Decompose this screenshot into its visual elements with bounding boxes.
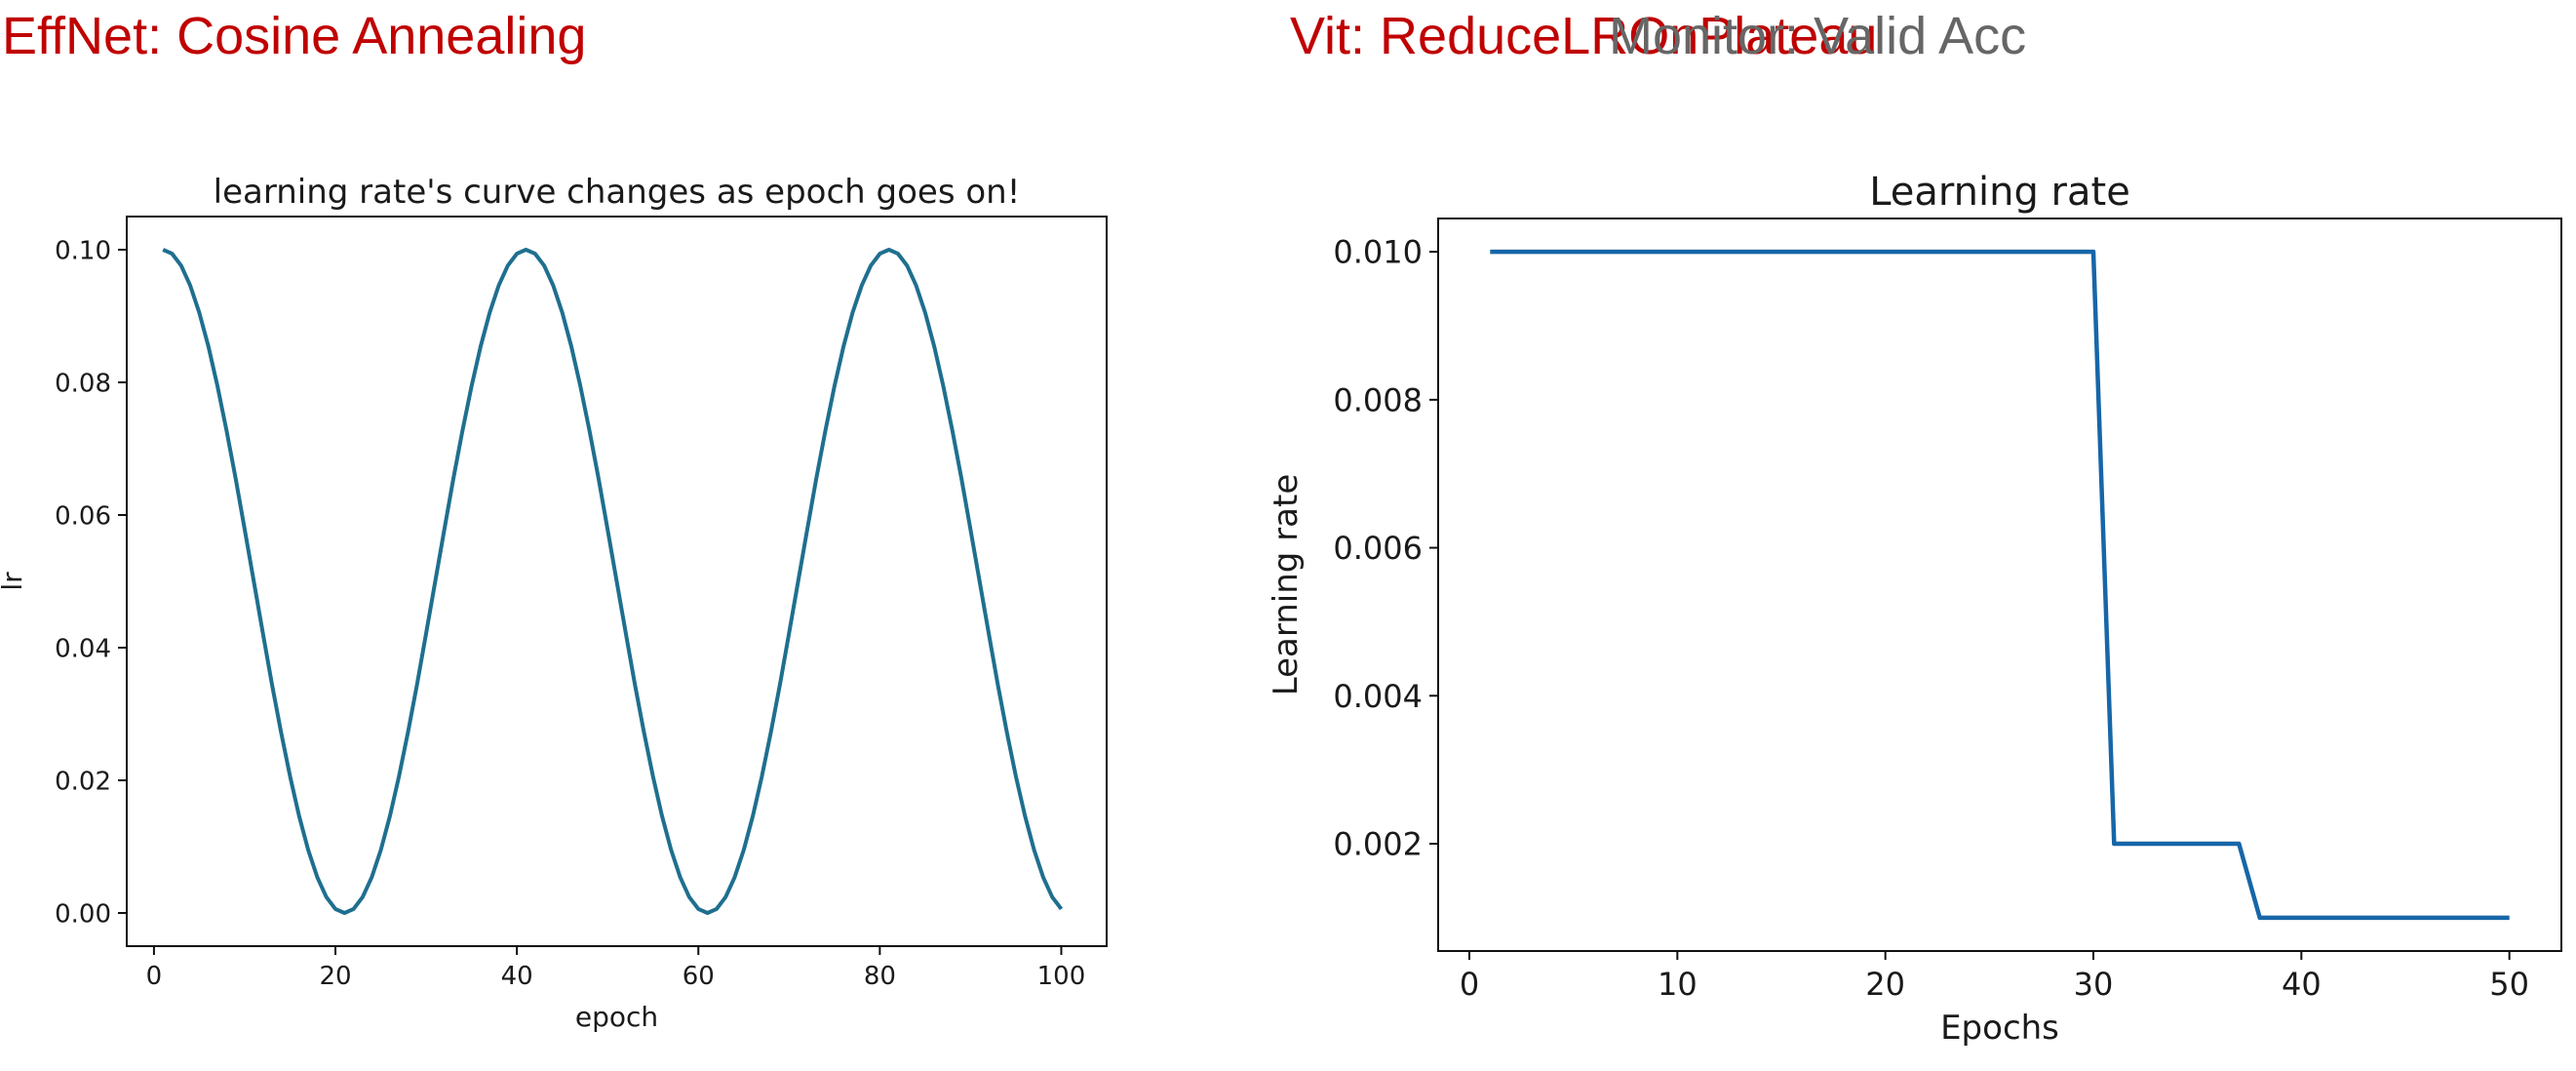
chart-title: learning rate's curve changes as epoch g… — [214, 173, 1021, 212]
x-tick-label: 40 — [2282, 966, 2322, 1003]
y-tick-label: 0.06 — [55, 501, 111, 531]
x-tick-label: 20 — [319, 962, 351, 991]
y-tick-label: 0.00 — [55, 899, 111, 929]
plot-frame — [1437, 218, 2562, 952]
y-tick-label: 0.006 — [1333, 530, 1423, 567]
x-tick-label: 0 — [146, 962, 163, 991]
x-tick-label: 30 — [2074, 966, 2114, 1003]
y-tick-label: 0.10 — [55, 236, 111, 265]
y-tick-label: 0.004 — [1333, 678, 1423, 715]
y-tick-label: 0.010 — [1333, 234, 1423, 271]
series-line — [162, 248, 1064, 915]
x-tick-label: 80 — [864, 962, 896, 991]
x-tick-label: 60 — [683, 962, 715, 991]
left-heading: EffNet: Cosine Annealing — [2, 7, 587, 65]
series-line — [1490, 249, 2510, 921]
y-tick-label: 0.04 — [55, 634, 111, 663]
y-tick-label: 0.002 — [1333, 826, 1423, 863]
x-axis-label: Epochs — [1940, 1009, 2059, 1048]
x-tick-label: 0 — [1460, 966, 1479, 1003]
chart-title: Learning rate — [1869, 170, 2130, 215]
y-axis-label: Learning rate — [1267, 474, 1306, 695]
right-heading: Vit: ReduceLROnPlateau — [1290, 7, 1878, 65]
x-tick-label: 50 — [2489, 966, 2529, 1003]
y-tick-label: 0.08 — [55, 369, 111, 398]
x-tick-label: 100 — [1037, 962, 1086, 991]
y-tick-label: 0.02 — [55, 767, 111, 796]
right-subheading: Monitor: Valid Acc — [1609, 7, 2027, 65]
y-tick-label: 0.008 — [1333, 381, 1423, 418]
x-tick-label: 20 — [1865, 966, 1905, 1003]
plot-frame — [126, 216, 1108, 947]
y-axis-label: lr — [0, 572, 28, 591]
x-tick-label: 40 — [501, 962, 533, 991]
x-axis-label: epoch — [575, 1001, 658, 1033]
x-tick-label: 10 — [1658, 966, 1698, 1003]
